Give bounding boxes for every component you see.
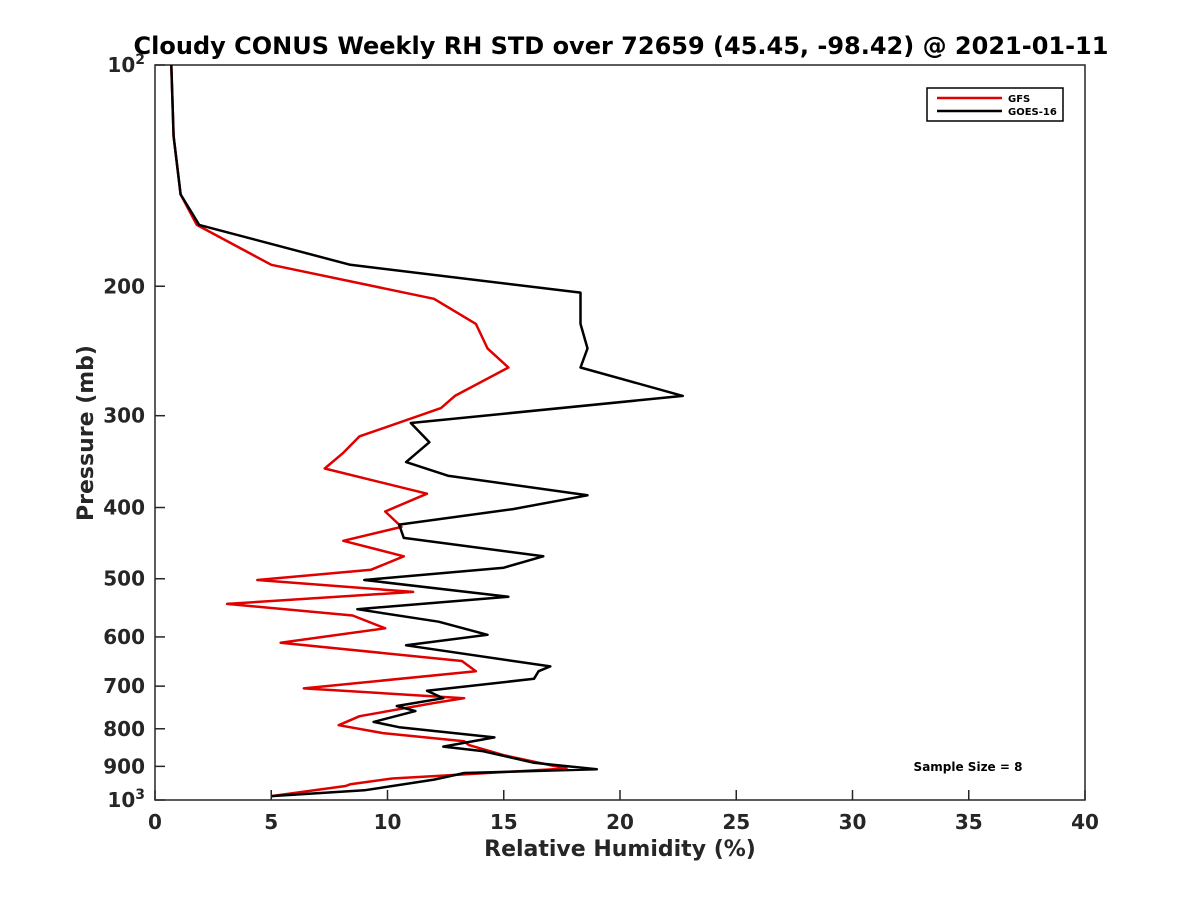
legend-box <box>926 87 1064 122</box>
x-tick-label: 20 <box>606 810 634 834</box>
legend-label-goes16: GOES-16 <box>1008 107 1057 118</box>
y-tick-label: 103 <box>107 787 145 812</box>
x-tick-label: 30 <box>839 810 867 834</box>
y-tick-label: 300 <box>103 404 145 428</box>
sample-size-annotation: Sample Size = 8 <box>914 760 1023 774</box>
x-axis-label: Relative Humidity (%) <box>484 837 756 862</box>
legend: GFS GOES-16 <box>926 87 1064 122</box>
x-tick-label: 40 <box>1071 810 1099 834</box>
y-tick-label: 200 <box>103 274 145 298</box>
x-tick-label: 35 <box>955 810 983 834</box>
x-axis-ticks: 0 5 10 15 20 25 30 35 40 <box>148 790 1099 834</box>
y-tick-label: 700 <box>103 674 145 698</box>
y-tick-label: 102 <box>107 52 145 77</box>
x-tick-label: 0 <box>148 810 162 834</box>
x-tick-label: 10 <box>374 810 402 834</box>
series-line-goes16 <box>170 64 685 798</box>
y-tick-label: 800 <box>103 717 145 741</box>
x-tick-label: 15 <box>490 810 518 834</box>
y-tick-label: 500 <box>103 567 145 591</box>
y-tick-label: 400 <box>103 496 145 520</box>
y-tick-label: 600 <box>103 625 145 649</box>
y-tick-label: 900 <box>103 754 145 778</box>
chart-title: Cloudy CONUS Weekly RH STD over 72659 (4… <box>134 32 1109 60</box>
y-axis-ticks: 102 200 300 400 500 600 700 800 900 103 <box>103 52 165 812</box>
series-layer <box>170 64 685 798</box>
x-tick-label: 25 <box>722 810 750 834</box>
x-tick-label: 5 <box>264 810 278 834</box>
y-axis-label: Pressure (mb) <box>74 345 99 521</box>
legend-label-gfs: GFS <box>1008 94 1030 105</box>
